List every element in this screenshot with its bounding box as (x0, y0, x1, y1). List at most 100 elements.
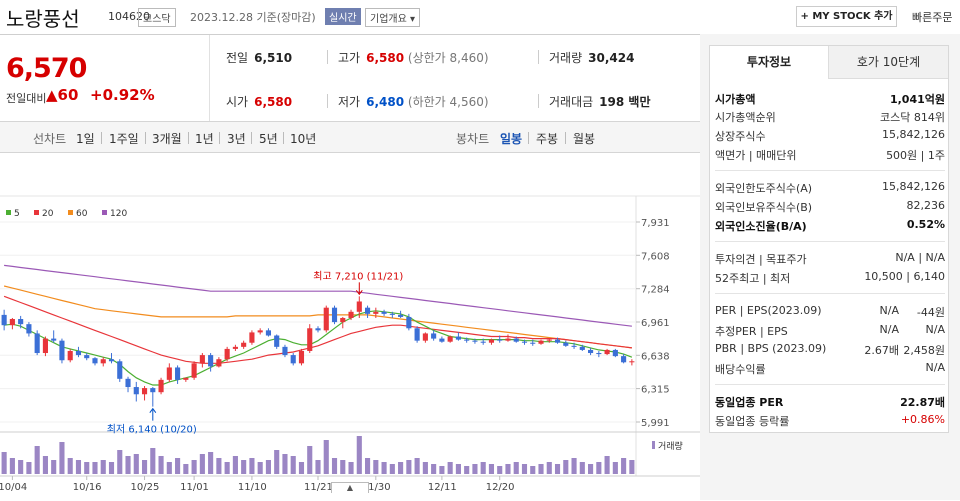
candle-body (51, 338, 57, 341)
candle-body (612, 349, 618, 357)
stat-open: 시가 6,580 (226, 95, 293, 109)
stat-volume: 거래량 30,424 (549, 51, 635, 65)
add-mystock-button[interactable]: + MY STOCK 추가 (796, 6, 897, 27)
candle-body (166, 367, 172, 380)
realtime-button[interactable]: 실시간 (325, 8, 361, 25)
volume-bar (59, 442, 65, 474)
base-date: 2023.12.28 기준(장마감) (190, 11, 316, 24)
volume-bar (274, 450, 280, 474)
volume-bar (75, 460, 82, 474)
volume-bar (472, 464, 478, 474)
candle-body (158, 379, 164, 393)
stat-amount: 거래대금 198 백만 (549, 95, 651, 109)
price-chart[interactable]: 5 20 60 120 7,931 7,608 7,284 6,961 6,638 6,315 5,… (0, 154, 700, 501)
volume-bar (208, 452, 214, 474)
company-overview-dropdown[interactable]: 기업개요 ▾ (365, 8, 420, 27)
period-3m[interactable]: 3개월 (152, 132, 182, 146)
tab-investment-info[interactable]: 투자정보 (710, 46, 829, 79)
candle-body (183, 377, 189, 380)
candle-body (108, 359, 115, 362)
volume-bar (150, 448, 156, 474)
period-1y[interactable]: 1년 (195, 132, 214, 146)
volume-bar (612, 462, 618, 474)
resize-handle[interactable]: ▲ (331, 482, 369, 493)
volume-bar (447, 462, 453, 474)
row-per: PER | EPS(2023.09) N/A -44원 (715, 304, 945, 319)
volume-bar (389, 464, 395, 474)
price-chart-svg[interactable]: 5 20 60 120 7,931 7,608 7,284 6,961 6,638 6,315 5,… (0, 154, 700, 501)
volume-bar (398, 462, 404, 474)
candle-monthly[interactable]: 월봉 (573, 132, 596, 146)
volume-bar (497, 466, 503, 474)
volume-bar (249, 458, 255, 474)
x-tick-label: 11/01 (180, 482, 209, 493)
volume-bar (406, 460, 412, 474)
candle-body (208, 355, 214, 367)
volume-bar (257, 462, 263, 474)
candle-body (232, 346, 238, 349)
volume-bar (604, 456, 610, 474)
row-foreign-rate: 외국인소진율(B/A) 0.52% (715, 218, 945, 233)
period-1w[interactable]: 1주일 (109, 132, 139, 146)
low-arrowhead (149, 407, 157, 413)
candle-body (100, 359, 106, 364)
volume-bar (364, 458, 371, 474)
candle-body (530, 342, 536, 344)
candle-body (563, 342, 569, 346)
volume-bar (530, 466, 536, 474)
tab-order-book[interactable]: 호가 10단계 (829, 46, 948, 79)
volume-bar (92, 462, 98, 474)
low-annotation: 최저 6,140 (10/20) (107, 424, 197, 436)
candle-body (472, 340, 478, 342)
stock-header: 노랑풍선 104620 코스닥 2023.12.28 기준(장마감) 실시간 기… (0, 0, 960, 34)
volume-bar (414, 458, 420, 474)
volume-bar (241, 460, 247, 474)
x-tick-label: 11/10 (238, 482, 267, 493)
volume-bar (571, 458, 577, 474)
stock-code: 104620 (108, 10, 150, 23)
x-tick-label: 11/30 (362, 482, 391, 493)
period-5y[interactable]: 5년 (259, 132, 278, 146)
candle-body (364, 307, 371, 314)
candle-body (398, 314, 404, 317)
candle-body (257, 330, 263, 333)
candle-body (480, 341, 486, 343)
quote-section: 6,570 전일대비 ▲60 +0.92% 전일 6,510 고가 6,580 (상… (0, 34, 700, 500)
x-tick-label: 10/16 (73, 482, 102, 493)
candle-body (307, 328, 313, 351)
volume-bar (125, 456, 131, 474)
period-3y[interactable]: 3년 (227, 132, 246, 146)
volume-bar (199, 454, 205, 474)
volume-bar (464, 466, 470, 474)
volume-bar (431, 464, 437, 474)
row-opinion: 투자의견 | 목표주가 N/A | N/A (715, 251, 945, 266)
volume-bar (67, 458, 73, 474)
candle-body (621, 356, 627, 363)
volume-bar (455, 464, 461, 474)
quick-order-link[interactable]: 빠른주문 (912, 11, 953, 24)
candle-weekly[interactable]: 주봉 (536, 132, 559, 146)
candle-body (265, 330, 272, 336)
y-tick-label: 6,315 (641, 385, 670, 396)
row-52week: 52주최고 | 최저 10,500 | 6,140 (715, 270, 945, 285)
candle-body (373, 311, 379, 314)
volume-bar (34, 446, 40, 474)
y-tick-label: 6,638 (641, 351, 670, 362)
period-1d[interactable]: 1일 (76, 132, 95, 146)
x-tick-label: 11/21 (304, 482, 333, 493)
candle-body (488, 339, 495, 343)
volume-bar (191, 460, 197, 474)
volume-bar (1, 452, 7, 474)
volume-bar (521, 464, 528, 474)
volume-bar (183, 464, 189, 474)
volume-bar (9, 458, 15, 474)
volume-bar (298, 462, 305, 474)
candle-body (199, 355, 205, 364)
y-tick-label: 7,608 (641, 251, 670, 262)
row-cap-rank: 시가총액순위 코스닥 814위 (715, 111, 945, 124)
candle-daily[interactable]: 일봉 (500, 132, 523, 146)
legend-swatch (6, 210, 11, 215)
period-10y[interactable]: 10년 (290, 132, 317, 146)
volume-bar (315, 460, 321, 474)
candle-body (331, 307, 338, 323)
